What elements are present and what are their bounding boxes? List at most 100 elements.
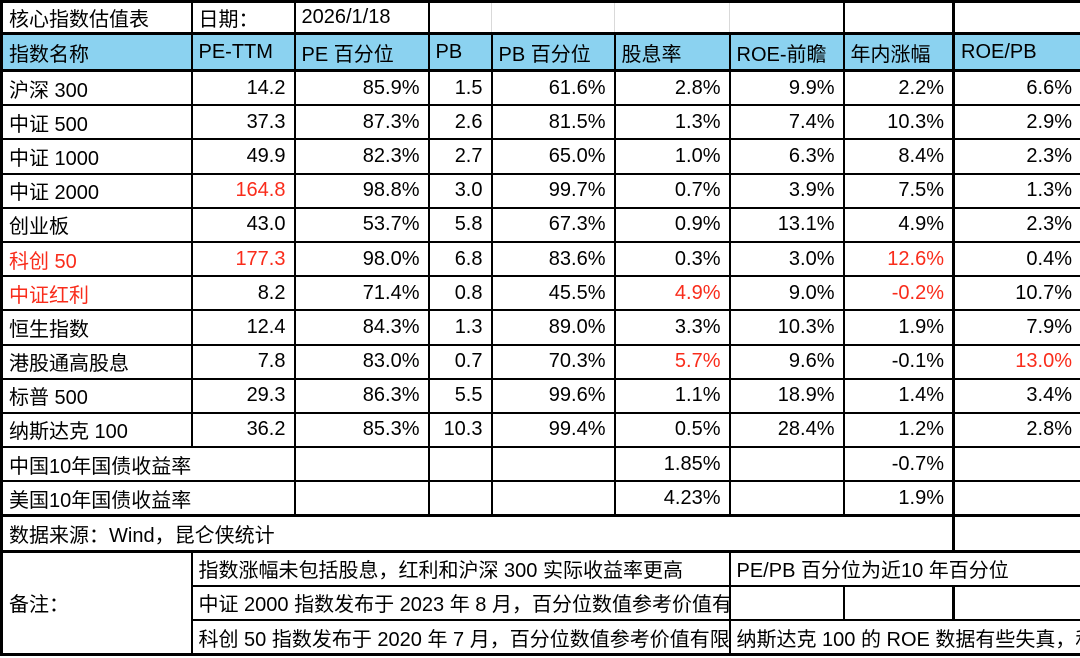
value-cell[interactable]: 37.3 — [190, 104, 296, 141]
value-cell[interactable]: 10.3% — [728, 309, 845, 346]
value-cell[interactable]: 89.0% — [490, 309, 616, 346]
empty-cell[interactable] — [728, 584, 845, 622]
empty-cell[interactable] — [952, 584, 1080, 622]
value-cell[interactable]: 7.4% — [728, 104, 845, 141]
index-name-cell[interactable]: 中证红利 — [0, 275, 193, 312]
index-name-cell[interactable]: 中证 1000 — [0, 138, 193, 175]
value-cell[interactable]: 2.8% — [613, 69, 731, 107]
value-cell[interactable]: 67.3% — [490, 206, 616, 243]
value-cell[interactable]: 0.7% — [613, 172, 731, 209]
value-cell[interactable]: 18.9% — [728, 377, 845, 414]
column-header-dividend-yield[interactable]: 股息率 — [613, 32, 731, 72]
value-cell[interactable]: 1.4% — [842, 377, 955, 414]
table-title-cell[interactable]: 核心指数估值表 — [0, 0, 193, 35]
empty-cell[interactable] — [952, 480, 1080, 518]
side-note-cell[interactable]: PE/PB 百分位为近10 年百分位 — [728, 550, 1080, 587]
data-source-cell[interactable]: 数据来源：Wind，昆仑侠统计 — [0, 514, 955, 553]
value-cell[interactable]: 9.6% — [728, 343, 845, 380]
column-header-pe-ttm[interactable]: PE-TTM — [190, 32, 296, 72]
empty-cell[interactable] — [952, 446, 1080, 483]
date-label-cell[interactable]: 日期： — [190, 0, 296, 35]
value-cell[interactable]: 13.1% — [728, 206, 845, 243]
ytd-value-cell[interactable]: 1.9% — [842, 480, 955, 518]
empty-cell[interactable] — [490, 480, 616, 518]
value-cell[interactable]: -0.1% — [842, 343, 955, 380]
empty-cell[interactable] — [952, 514, 1080, 553]
value-cell[interactable]: 6.6% — [952, 69, 1080, 107]
value-cell[interactable]: 87.3% — [293, 104, 430, 141]
yield-value-cell[interactable]: 1.85% — [613, 446, 731, 483]
value-cell[interactable]: 6.8 — [427, 240, 493, 278]
column-header-pb[interactable]: PB — [427, 32, 493, 72]
empty-cell[interactable] — [293, 446, 430, 483]
value-cell[interactable]: -0.2% — [842, 275, 955, 312]
value-cell[interactable]: 13.0% — [952, 343, 1080, 380]
value-cell[interactable]: 0.5% — [613, 411, 731, 449]
index-name-cell[interactable]: 恒生指数 — [0, 309, 193, 346]
note-cell[interactable]: 中证 2000 指数发布于 2023 年 8 月，百分位数值参考价值有限 — [190, 584, 731, 622]
empty-cell[interactable] — [427, 446, 493, 483]
value-cell[interactable]: 1.2% — [842, 411, 955, 449]
value-cell[interactable]: 7.5% — [842, 172, 955, 209]
empty-cell[interactable] — [842, 584, 955, 622]
value-cell[interactable]: 29.3 — [190, 377, 296, 414]
value-cell[interactable]: 9.0% — [728, 275, 845, 312]
value-cell[interactable]: 36.2 — [190, 411, 296, 449]
index-name-cell[interactable]: 科创 50 — [0, 240, 193, 278]
value-cell[interactable]: 0.3% — [613, 240, 731, 278]
value-cell[interactable]: 4.9% — [842, 206, 955, 243]
index-name-cell[interactable]: 港股通高股息 — [0, 343, 193, 380]
value-cell[interactable]: 2.8% — [952, 411, 1080, 449]
value-cell[interactable]: 4.9% — [613, 275, 731, 312]
empty-cell[interactable] — [293, 480, 430, 518]
value-cell[interactable]: 28.4% — [728, 411, 845, 449]
value-cell[interactable]: 2.7 — [427, 138, 493, 175]
value-cell[interactable]: 85.3% — [293, 411, 430, 449]
value-cell[interactable]: 83.0% — [293, 343, 430, 380]
value-cell[interactable]: 2.3% — [952, 138, 1080, 175]
value-cell[interactable]: 70.3% — [490, 343, 616, 380]
value-cell[interactable]: 10.3 — [427, 411, 493, 449]
value-cell[interactable]: 8.4% — [842, 138, 955, 175]
value-cell[interactable]: 12.4 — [190, 309, 296, 346]
value-cell[interactable]: 0.9% — [613, 206, 731, 243]
value-cell[interactable]: 9.9% — [728, 69, 845, 107]
value-cell[interactable]: 7.8 — [190, 343, 296, 380]
value-cell[interactable]: 83.6% — [490, 240, 616, 278]
note-cell[interactable]: 指数涨幅未包括股息，红利和沪深 300 实际收益率更高 — [190, 550, 731, 587]
value-cell[interactable]: 5.8 — [427, 206, 493, 243]
empty-cell[interactable] — [614, 0, 730, 35]
value-cell[interactable]: 71.4% — [293, 275, 430, 312]
value-cell[interactable]: 49.9 — [190, 138, 296, 175]
value-cell[interactable]: 8.2 — [190, 275, 296, 312]
side-note-cell[interactable]: 纳斯达克 100 的 ROE 数据有些失真，和超 — [728, 619, 1080, 656]
value-cell[interactable]: 10.3% — [842, 104, 955, 141]
value-cell[interactable]: 1.3 — [427, 309, 493, 346]
value-cell[interactable]: 5.7% — [613, 343, 731, 380]
remark-label-cell[interactable]: 备注： — [0, 550, 193, 656]
index-name-cell[interactable]: 中证 2000 — [0, 172, 193, 209]
value-cell[interactable]: 3.0 — [427, 172, 493, 209]
value-cell[interactable]: 84.3% — [293, 309, 430, 346]
index-name-cell[interactable]: 中证 500 — [0, 104, 193, 141]
value-cell[interactable]: 164.8 — [190, 172, 296, 209]
value-cell[interactable]: 98.0% — [293, 240, 430, 278]
value-cell[interactable]: 99.4% — [490, 411, 616, 449]
column-header-pb-percentile[interactable]: PB 百分位 — [490, 32, 616, 72]
value-cell[interactable]: 43.0 — [190, 206, 296, 243]
index-name-cell[interactable]: 纳斯达克 100 — [0, 411, 193, 449]
empty-cell[interactable] — [490, 446, 616, 483]
column-header-roe-forward[interactable]: ROE-前瞻 — [728, 32, 845, 72]
value-cell[interactable]: 1.3% — [952, 172, 1080, 209]
value-cell[interactable]: 1.3% — [613, 104, 731, 141]
value-cell[interactable]: 1.5 — [427, 69, 493, 107]
column-header-pe-percentile[interactable]: PE 百分位 — [293, 32, 430, 72]
value-cell[interactable]: 3.4% — [952, 377, 1080, 414]
column-header-roe-pb[interactable]: ROE/PB — [952, 32, 1080, 72]
value-cell[interactable]: 99.6% — [490, 377, 616, 414]
column-header-index-name[interactable]: 指数名称 — [0, 32, 193, 72]
empty-cell[interactable] — [428, 0, 492, 35]
value-cell[interactable]: 2.2% — [842, 69, 955, 107]
column-header-ytd-change[interactable]: 年内涨幅 — [842, 32, 955, 72]
value-cell[interactable]: 5.5 — [427, 377, 493, 414]
